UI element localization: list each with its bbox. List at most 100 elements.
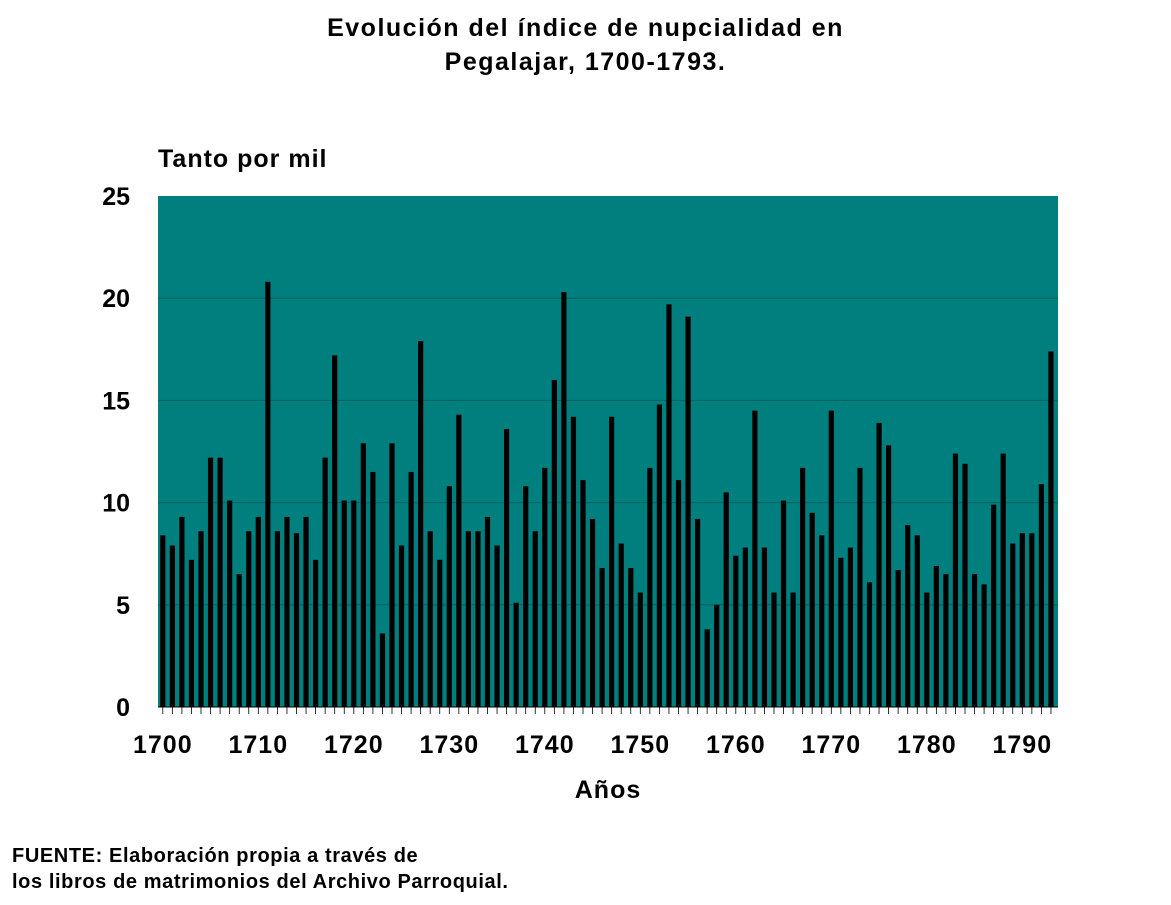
bar-1772 xyxy=(847,547,853,707)
bar-1778 xyxy=(905,525,911,707)
source-line-1: FUENTE: Elaboración propia a través de xyxy=(12,845,419,867)
bar-1760 xyxy=(733,555,739,707)
bar-1792 xyxy=(1038,484,1044,707)
bar-1786 xyxy=(981,584,987,707)
bar-1721 xyxy=(360,443,366,707)
bar-1715 xyxy=(303,516,309,707)
bar-1719 xyxy=(341,500,347,707)
bar-1744 xyxy=(580,480,586,707)
bar-1737 xyxy=(513,602,519,707)
bar-1723 xyxy=(379,633,386,707)
y-tick-label-10: 10 xyxy=(102,490,130,518)
bar-1768 xyxy=(809,512,815,707)
bar-1730 xyxy=(446,486,452,707)
bar-1755 xyxy=(685,316,691,707)
bar-1704 xyxy=(198,531,204,707)
bar-1757 xyxy=(704,629,710,707)
bar-1727 xyxy=(418,341,424,707)
y-axis-tick-labels: 0 5 10 15 20 25 xyxy=(102,183,130,722)
bar-1788 xyxy=(1000,453,1006,707)
source-note: FUENTE: Elaboración propia a través de l… xyxy=(12,843,509,895)
bar-1702 xyxy=(179,516,185,707)
bar-1790 xyxy=(1019,533,1025,707)
x-tick-label-1730: 1730 xyxy=(419,731,479,759)
bar-1767 xyxy=(800,467,806,707)
bar-1766 xyxy=(790,592,796,707)
bar-1731 xyxy=(456,414,462,707)
source-line-2: los libros de matrimonios del Archivo Pa… xyxy=(12,871,509,893)
bar-1782 xyxy=(943,574,949,707)
bar-1733 xyxy=(475,531,481,707)
bar-1746 xyxy=(599,568,605,707)
x-tick-label-1780: 1780 xyxy=(897,731,957,759)
bar-1784 xyxy=(962,463,968,707)
y-axis-label: Tanto por mil xyxy=(158,145,328,173)
bar-1706 xyxy=(217,457,223,707)
bar-1750 xyxy=(637,592,643,707)
x-tick-label-1720: 1720 xyxy=(324,731,384,759)
bar-1720 xyxy=(351,500,357,707)
y-tick-label-0: 0 xyxy=(116,694,130,722)
bar-1732 xyxy=(465,531,471,707)
y-tick-label-20: 20 xyxy=(102,285,130,313)
bars xyxy=(160,281,1054,707)
bar-1709 xyxy=(246,531,252,707)
bar-1703 xyxy=(188,559,195,707)
bar-1761 xyxy=(742,547,748,707)
bar-1787 xyxy=(991,504,997,707)
bar-1779 xyxy=(914,535,920,707)
bar-1747 xyxy=(609,416,615,707)
bar-1769 xyxy=(819,535,825,707)
bar-1710 xyxy=(255,516,261,707)
bar-1734 xyxy=(484,516,491,707)
bar-1707 xyxy=(227,500,233,707)
bar-1753 xyxy=(666,304,672,707)
y-tick-label-5: 5 xyxy=(116,592,130,620)
bar-1700 xyxy=(160,535,166,707)
bar-1745 xyxy=(589,518,596,707)
bar-1763 xyxy=(761,547,768,707)
bar-1756 xyxy=(695,518,701,707)
bar-1773 xyxy=(857,467,863,707)
bar-1781 xyxy=(933,565,939,707)
bar-1789 xyxy=(1010,543,1016,707)
bar-1716 xyxy=(313,559,319,707)
bar-1714 xyxy=(293,533,300,707)
bar-1740 xyxy=(542,467,548,707)
bar-1783 xyxy=(952,453,959,707)
bar-1718 xyxy=(332,355,338,707)
y-tick-label-25: 25 xyxy=(102,183,130,211)
x-tick-label-1740: 1740 xyxy=(515,731,575,759)
bar-1751 xyxy=(647,467,653,707)
bar-1758 xyxy=(714,604,720,707)
bar-1724 xyxy=(389,443,395,707)
bar-1771 xyxy=(838,557,844,707)
x-axis-label: Años xyxy=(574,776,642,804)
x-tick-label-1700: 1700 xyxy=(133,731,193,759)
bar-1726 xyxy=(408,471,414,707)
bar-1780 xyxy=(924,592,930,707)
x-tick-label-1710: 1710 xyxy=(228,731,288,759)
bar-1711 xyxy=(265,281,271,707)
bar-1776 xyxy=(886,445,892,707)
bar-1742 xyxy=(561,292,567,707)
bar-1777 xyxy=(895,570,901,707)
bar-1749 xyxy=(628,568,634,707)
bar-1729 xyxy=(437,559,443,707)
bar-1738 xyxy=(523,486,529,707)
bar-1785 xyxy=(971,574,978,707)
bar-1701 xyxy=(169,545,175,707)
x-tick-label-1750: 1750 xyxy=(610,731,670,759)
bar-1725 xyxy=(398,545,405,707)
bar-1717 xyxy=(322,457,328,707)
chart-title-line-2: Pegalajar, 1700-1793. xyxy=(444,48,727,76)
x-axis-tick-labels: 1700 1710 1720 1730 1740 1750 1760 1770 1780 1790 xyxy=(133,731,1051,759)
bar-1770 xyxy=(828,410,834,707)
bar-1762 xyxy=(752,410,758,707)
bar-1748 xyxy=(618,543,624,707)
bar-1708 xyxy=(236,574,242,707)
bar-1722 xyxy=(370,471,376,707)
bar-1739 xyxy=(532,531,538,707)
bar-1705 xyxy=(207,457,214,707)
